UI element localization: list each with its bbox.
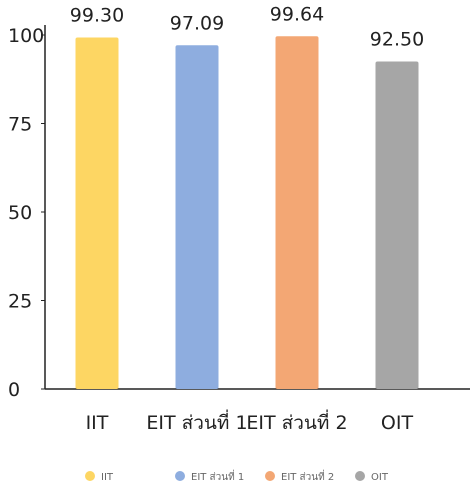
legend-swatch <box>85 471 95 481</box>
legend-label: IIT <box>101 472 114 483</box>
bar-4 <box>375 61 419 390</box>
legend-label: EIT ส่วนที่ 1 <box>191 469 244 483</box>
value-label: 99.30 <box>70 4 124 26</box>
legend-swatch <box>175 471 185 481</box>
x-tick-label: IIT <box>86 412 109 434</box>
labels: 99.30 IIT 97.09 EIT ส่วนที่ 1 99.64 EIT ส่วนท… <box>70 3 424 434</box>
x-tick-label: EIT ส่วนที่ 1 <box>146 409 247 434</box>
y-tick-label: 50 <box>8 202 32 224</box>
legend-swatch <box>355 471 365 481</box>
x-tick-label: OIT <box>381 412 414 434</box>
y-tick-label: 75 <box>8 114 32 136</box>
bar-2 <box>175 45 219 390</box>
value-label: 99.64 <box>270 3 324 25</box>
value-label: 97.09 <box>170 12 224 34</box>
legend: IIT EIT ส่วนที่ 1 EIT ส่วนที่ 2 OIT <box>85 469 389 483</box>
legend-label: EIT ส่วนที่ 2 <box>281 469 334 483</box>
y-tick-label: 0 <box>8 379 20 401</box>
legend-label: OIT <box>371 472 389 483</box>
x-tick-label: EIT ส่วนที่ 2 <box>246 409 347 434</box>
y-tick-label: 100 <box>8 25 44 47</box>
bar-1 <box>75 37 119 390</box>
bars <box>75 36 419 390</box>
bar-3 <box>275 36 319 389</box>
value-label: 92.50 <box>370 29 424 51</box>
y-tick-label: 25 <box>8 291 32 313</box>
legend-swatch <box>265 471 275 481</box>
